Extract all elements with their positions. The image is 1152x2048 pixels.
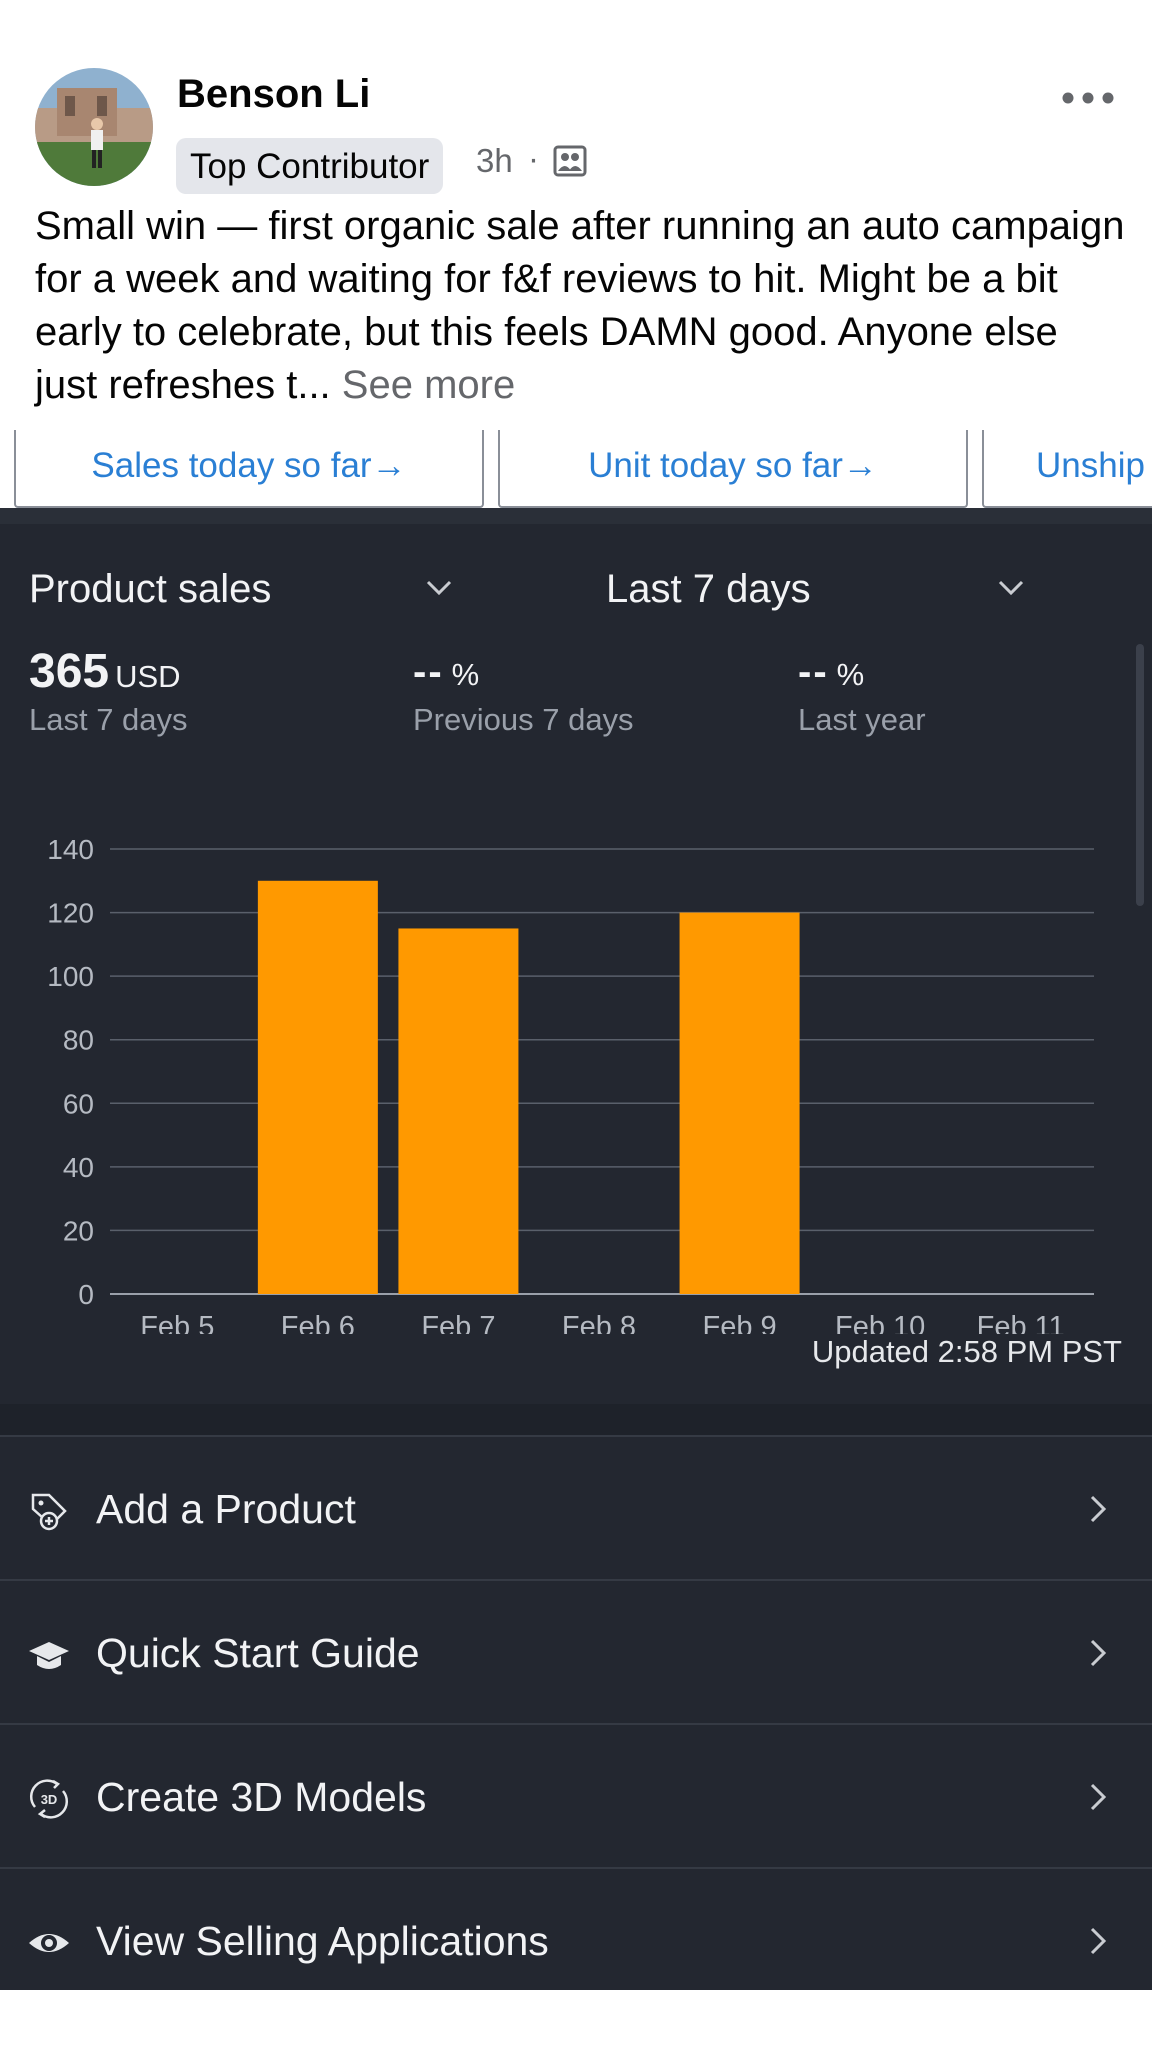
arrow-right-icon: → bbox=[371, 446, 407, 485]
see-more-link[interactable]: See more bbox=[341, 363, 516, 407]
date-range-label: Last 7 days bbox=[606, 567, 811, 611]
seller-menu: Add a Product Quick Start Guide 3D bbox=[0, 1435, 1152, 1990]
stat-last-year: --% Last year bbox=[798, 644, 926, 738]
chevron-right-icon bbox=[1090, 1783, 1107, 1811]
menu-create-3d-models[interactable]: 3D Create 3D Models bbox=[0, 1723, 1152, 1867]
stat-last-7-days: 365 USD Last 7 days bbox=[29, 644, 188, 738]
y-tick-label: 80 bbox=[63, 1025, 94, 1056]
y-tick-label: 100 bbox=[47, 961, 94, 992]
tab-sales-today-label: Sales today so far bbox=[91, 446, 372, 485]
rotate-3d-icon: 3D bbox=[29, 1779, 69, 1819]
tab-units-today-label: Unit today so far bbox=[588, 446, 843, 485]
post-text: Small win — first organic sale after run… bbox=[35, 200, 1125, 412]
stat-value: 365 bbox=[29, 645, 110, 698]
graduation-cap-icon bbox=[29, 1642, 69, 1669]
quick-stats-tabs: Sales today so far→ Unit today so far→ U… bbox=[0, 430, 1152, 524]
y-tick-label: 60 bbox=[63, 1088, 94, 1119]
stat-label: Last 7 days bbox=[29, 702, 188, 737]
arrow-right-icon: → bbox=[842, 446, 878, 485]
post-timestamp[interactable]: 3h bbox=[476, 142, 513, 179]
chevron-down-icon bbox=[998, 580, 1024, 596]
chevron-right-icon bbox=[1090, 1495, 1107, 1523]
shared-screenshot[interactable]: Sales today so far→ Unit today so far→ U… bbox=[0, 430, 1152, 1990]
y-tick-label: 20 bbox=[63, 1215, 94, 1246]
svg-text:3D: 3D bbox=[41, 1792, 58, 1807]
y-tick-label: 0 bbox=[78, 1279, 94, 1310]
stat-label: Last year bbox=[798, 702, 926, 737]
x-tick-label: Feb 7 bbox=[421, 1311, 495, 1334]
menu-label: Quick Start Guide bbox=[96, 1630, 420, 1676]
x-tick-label: Feb 10 bbox=[835, 1311, 925, 1334]
scrollbar[interactable] bbox=[1136, 644, 1144, 906]
tab-sales-today[interactable]: Sales today so far→ bbox=[14, 430, 484, 508]
y-tick-label: 40 bbox=[63, 1152, 94, 1183]
menu-label: Add a Product bbox=[96, 1486, 356, 1532]
chevron-right-icon bbox=[1090, 1927, 1107, 1955]
stat-unit: USD bbox=[115, 659, 181, 694]
bar[interactable] bbox=[398, 928, 519, 1294]
post-header: Benson Li Top Contributor 3h · Small win… bbox=[0, 0, 1152, 430]
divider bbox=[0, 508, 1152, 524]
eye-icon bbox=[29, 1934, 69, 1952]
bar[interactable] bbox=[679, 912, 800, 1294]
x-tick-label: Feb 6 bbox=[281, 1311, 355, 1334]
x-tick-label: Feb 11 bbox=[977, 1311, 1065, 1334]
date-range-dropdown[interactable]: Last 7 days bbox=[606, 554, 1046, 624]
sales-card: Product sales Last 7 days 365 USD Last 7 … bbox=[0, 524, 1152, 1404]
y-tick-label: 120 bbox=[47, 898, 94, 929]
post-body: Small win — first organic sale after run… bbox=[35, 204, 1125, 407]
menu-add-product[interactable]: Add a Product bbox=[0, 1435, 1152, 1579]
more-options-button[interactable] bbox=[1058, 78, 1118, 118]
bar[interactable] bbox=[257, 880, 378, 1294]
author-name[interactable]: Benson Li bbox=[177, 72, 371, 116]
stat-value: -- bbox=[798, 650, 829, 694]
menu-view-selling-applications[interactable]: View Selling Applications bbox=[0, 1867, 1152, 1990]
x-tick-label: Feb 9 bbox=[702, 1311, 776, 1334]
stat-previous-7-days: --% Previous 7 days bbox=[413, 644, 634, 738]
tab-units-today[interactable]: Unit today so far→ bbox=[498, 430, 968, 508]
tab-unshipped-label: Unship bbox=[1036, 446, 1145, 485]
public-group-icon bbox=[553, 144, 587, 178]
chevron-right-icon bbox=[1090, 1639, 1107, 1667]
tab-unshipped[interactable]: Unship bbox=[982, 430, 1152, 508]
metric-dropdown-label: Product sales bbox=[29, 567, 272, 611]
y-tick-label: 140 bbox=[47, 834, 94, 865]
separator: · bbox=[528, 140, 539, 177]
menu-label: Create 3D Models bbox=[96, 1774, 427, 1820]
contributor-badge: Top Contributor bbox=[176, 138, 444, 194]
sales-bar-chart: 0 20 40 60 80 100 120 140 Feb 5 Feb 6 Feb 7 Feb 8 Fe… bbox=[47, 834, 1094, 1334]
metric-dropdown[interactable]: Product sales bbox=[29, 554, 469, 624]
stat-label: Previous 7 days bbox=[413, 702, 634, 737]
more-dots-icon bbox=[1062, 92, 1114, 104]
stat-unit: % bbox=[836, 657, 865, 692]
chevron-down-icon bbox=[426, 580, 452, 596]
updated-timestamp: Updated 2:58 PM PST bbox=[811, 1334, 1122, 1369]
stat-unit: % bbox=[451, 657, 480, 692]
menu-quick-start-guide[interactable]: Quick Start Guide bbox=[0, 1579, 1152, 1723]
add-product-tag-icon bbox=[31, 1493, 67, 1531]
menu-label: View Selling Applications bbox=[96, 1918, 549, 1964]
x-tick-label: Feb 5 bbox=[140, 1311, 214, 1334]
x-tick-label: Feb 8 bbox=[562, 1311, 636, 1334]
stat-value: -- bbox=[413, 650, 444, 694]
avatar[interactable] bbox=[35, 68, 153, 186]
